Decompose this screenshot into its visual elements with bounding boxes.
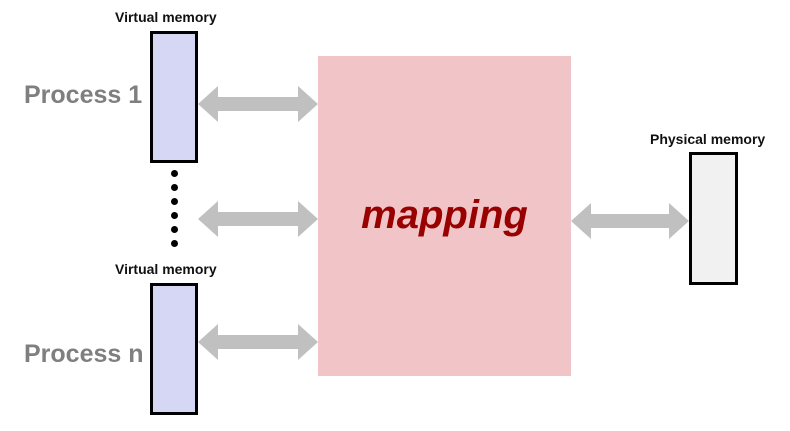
- dot: [171, 212, 178, 219]
- virtual-memory-label-n: Virtual memory: [115, 261, 217, 277]
- arrow-physical-memory: [571, 203, 689, 239]
- dot: [171, 240, 178, 247]
- mapping-box: [318, 56, 571, 376]
- arrow-process-n: [198, 324, 318, 360]
- physical-memory-box: [689, 152, 738, 285]
- virtual-memory-label-1: Virtual memory: [115, 9, 217, 25]
- dot: [171, 170, 178, 177]
- dot: [171, 184, 178, 191]
- virtual-memory-box-1: [150, 31, 198, 163]
- dot: [171, 226, 178, 233]
- mapping-label: mapping: [361, 193, 528, 237]
- dot: [171, 198, 178, 205]
- ellipsis-dots: [171, 170, 178, 250]
- arrow-process-middle: [198, 201, 318, 237]
- arrow-process-1: [198, 86, 318, 122]
- physical-memory-label: Physical memory: [650, 131, 766, 147]
- virtual-memory-box-n: [150, 283, 198, 415]
- process-n-label: Process n: [24, 340, 144, 368]
- process-1-label: Process 1: [24, 81, 143, 109]
